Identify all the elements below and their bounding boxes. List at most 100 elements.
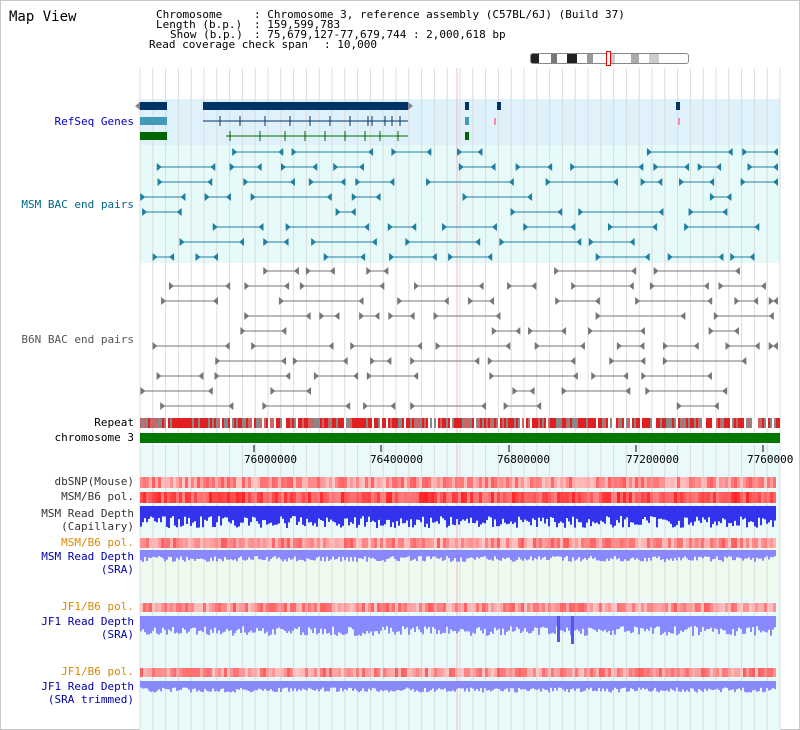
b6n-pair-end <box>623 372 629 380</box>
track-label-dbsnp[interactable]: dbSNP(Mouse) <box>54 475 134 488</box>
polymorphism-cell <box>233 668 236 677</box>
b6n-pair-end <box>366 372 372 380</box>
polymorphism-cell <box>761 603 764 612</box>
repeat-segment <box>208 418 210 428</box>
read-depth-bar <box>710 616 712 628</box>
read-depth-bar <box>432 681 434 689</box>
read-depth-bar <box>524 681 526 690</box>
msm-pair-end <box>545 178 551 186</box>
read-depth-bar <box>534 616 536 628</box>
read-depth-bar <box>724 550 726 557</box>
b6n-pair-end <box>645 387 651 395</box>
read-depth-bar <box>416 681 418 691</box>
read-depth-bar <box>468 506 470 524</box>
polymorphism-cell <box>380 668 383 677</box>
b6n-pair-end <box>313 372 319 380</box>
read-depth-bar <box>520 616 522 634</box>
polymorphism-cell <box>281 492 284 503</box>
read-depth-bar <box>524 550 526 559</box>
repeat-segment <box>460 418 462 428</box>
read-depth-bar <box>568 616 570 631</box>
read-depth-bar <box>470 616 472 636</box>
read-depth-bar <box>706 550 708 557</box>
polymorphism-cell <box>212 492 215 503</box>
polymorphism-cell <box>488 538 491 548</box>
repeat-segment <box>146 418 148 428</box>
read-depth-bar <box>140 506 142 527</box>
read-depth-bar <box>240 616 242 634</box>
read-depth-bar <box>652 616 654 634</box>
read-depth-bar <box>402 550 404 558</box>
read-depth-bar <box>326 616 328 634</box>
polymorphism-cell <box>419 603 422 612</box>
b6n-pair-end <box>293 267 299 275</box>
msm-pair-end <box>607 223 613 231</box>
track-label-jf1-b6-pol-1[interactable]: JF1/B6 pol. <box>61 600 134 613</box>
repeat-segment <box>326 418 328 428</box>
b6n-pair-end <box>676 402 682 410</box>
polymorphism-cell <box>584 538 587 548</box>
polymorphism-cell <box>320 603 323 612</box>
repeat-segment <box>720 418 722 428</box>
read-depth-bar <box>408 616 410 635</box>
read-depth-bar <box>584 506 586 528</box>
polymorphism-cell <box>152 603 155 612</box>
read-depth-bar <box>398 550 400 562</box>
track-label-msm-depth-sra[interactable]: MSM Read Depth (SRA) <box>41 550 134 576</box>
polymorphism-cell <box>521 603 524 612</box>
track-label-jf1-b6-pol-2[interactable]: JF1/B6 pol. <box>61 665 134 678</box>
track-label-repeat[interactable]: Repeat <box>94 416 134 429</box>
track-label-jf1-depth-trimmed[interactable]: JF1 Read Depth (SRA trimmed) <box>41 680 134 706</box>
read-depth-bar <box>744 616 746 634</box>
polymorphism-cell <box>461 603 464 612</box>
read-depth-bar <box>410 550 412 561</box>
polymorphism-cell <box>365 492 368 503</box>
b6n-pair-end <box>305 267 311 275</box>
read-depth-bar <box>506 506 508 525</box>
track-label-jf1-depth-sra[interactable]: JF1 Read Depth (SRA) <box>41 615 134 641</box>
track-label-b6n-bac[interactable]: B6N BAC end pairs <box>21 333 134 346</box>
polymorphism-cell <box>227 477 230 488</box>
track-label-msm-bac[interactable]: MSM BAC end pairs <box>21 198 134 211</box>
read-depth-bar <box>160 506 162 523</box>
polymorphism-cell <box>284 477 287 488</box>
polymorphism-cell <box>635 668 638 677</box>
read-depth-bar <box>166 616 168 635</box>
polymorphism-cell <box>374 668 377 677</box>
read-depth-bar <box>704 506 706 520</box>
repeat-segment <box>726 418 728 428</box>
repeat-segment <box>688 418 690 428</box>
polymorphism-cell <box>446 477 449 488</box>
read-depth-bar <box>410 681 412 691</box>
read-depth-bar <box>206 681 208 691</box>
track-label-refseq[interactable]: RefSeq Genes <box>54 115 134 128</box>
polymorphism-cell <box>299 603 302 612</box>
polymorphism-cell <box>674 538 677 548</box>
read-depth-bar <box>766 550 768 557</box>
track-label-msm-b6-pol-1[interactable]: MSM/B6 pol. <box>61 490 134 503</box>
polymorphism-cell <box>149 477 152 488</box>
track-label-msm-depth-capillary[interactable]: MSM Read Depth (Capillary) <box>41 507 134 533</box>
msm-pair-end <box>638 163 644 171</box>
read-depth-bar <box>208 550 210 562</box>
read-depth-bar <box>620 616 622 627</box>
read-depth-bar <box>296 550 298 562</box>
read-depth-bar <box>352 681 354 691</box>
read-depth-bar <box>398 506 400 526</box>
polymorphism-cell <box>182 668 185 677</box>
read-depth-bar <box>634 550 636 560</box>
polymorphism-cell <box>596 477 599 488</box>
read-depth-bar <box>248 506 250 526</box>
polymorphism-cell <box>629 668 632 677</box>
polymorphism-cell <box>515 477 518 488</box>
polymorphism-cell <box>254 538 257 548</box>
polymorphism-cell <box>413 477 416 488</box>
read-depth-bar <box>570 550 572 562</box>
polymorphism-cell <box>509 668 512 677</box>
repeat-segment <box>748 418 750 428</box>
read-depth-bar <box>644 506 646 518</box>
read-depth-bar <box>420 550 422 557</box>
track-label-msm-b6-pol-2[interactable]: MSM/B6 pol. <box>61 536 134 549</box>
b6n-pair-end <box>358 297 364 305</box>
